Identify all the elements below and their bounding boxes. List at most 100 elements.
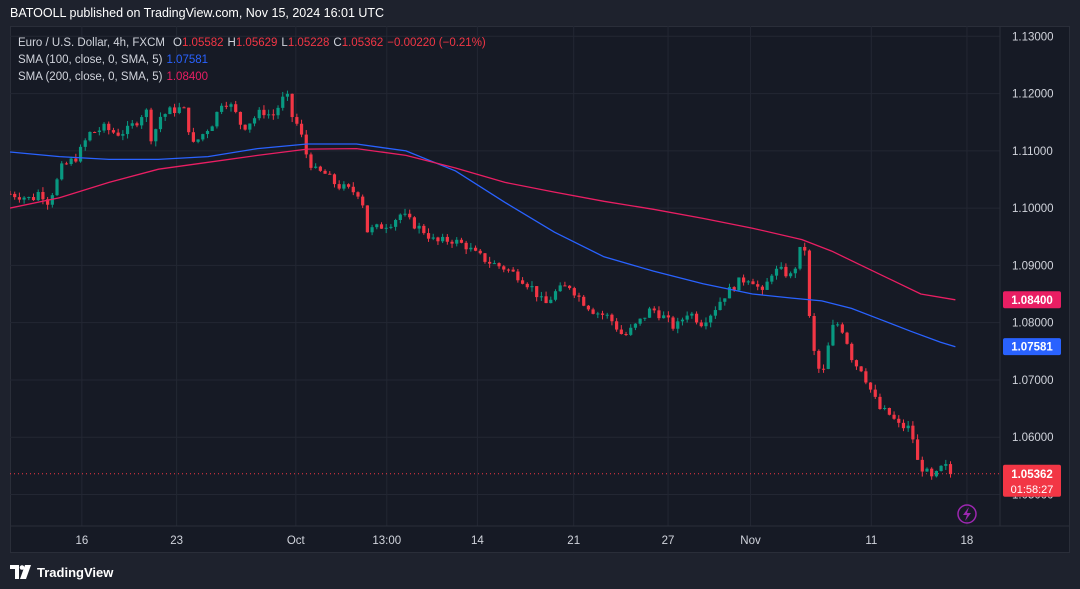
sma100-line (10, 143, 956, 348)
y-tick-label: 1.10000 (1012, 203, 1054, 215)
candle-body (187, 107, 191, 133)
legend-ohlc-row[interactable]: Euro / U.S. Dollar, 4h, FXCM O1.05582 H1… (18, 35, 486, 52)
candle-body (897, 418, 901, 423)
lightning-icon[interactable] (957, 504, 977, 524)
candle-body (502, 266, 506, 270)
candle-body (544, 296, 548, 304)
candle-body (276, 107, 280, 116)
candle-body (426, 233, 431, 239)
price-chart[interactable]: 1.13000 1.12000 1.11000 1.10000 1.09000 1.080… (10, 26, 1070, 553)
candle-body (666, 315, 670, 318)
candle-body (224, 105, 228, 107)
candle-body (624, 334, 628, 336)
candle-body (915, 439, 920, 460)
candle-body (309, 154, 313, 168)
candle-body (817, 350, 821, 369)
candle-body (934, 470, 938, 477)
sma-lines (10, 143, 956, 348)
candle-body (629, 327, 633, 335)
candle-body (271, 114, 275, 116)
legend-sma200-row[interactable]: SMA (200, close, 0, SMA, 5) 1.08400 (18, 69, 486, 86)
candle-body (346, 184, 351, 187)
candle-body (234, 104, 238, 112)
candle-body (770, 275, 774, 282)
candle-body (671, 317, 675, 329)
candle-body (17, 197, 22, 200)
axes: 1.13000 1.12000 1.11000 1.10000 1.09000 1.080… (10, 26, 1070, 547)
candle-body (201, 134, 205, 140)
candle-body (610, 314, 614, 322)
candle-body (154, 129, 158, 142)
chart-panel[interactable] (10, 26, 1070, 553)
candle-body (497, 263, 501, 267)
candle-body (229, 104, 233, 107)
candle-body (746, 281, 750, 283)
candle-body (535, 286, 539, 298)
candle-body (831, 324, 835, 346)
candle-body (643, 317, 647, 319)
candle-body (704, 322, 708, 327)
candle-body (262, 109, 266, 116)
candle-body (149, 109, 153, 142)
candle-body (873, 389, 877, 397)
high-label: H (227, 37, 236, 49)
candle-body (850, 343, 854, 361)
candle-body (737, 277, 741, 291)
candle-body (243, 124, 247, 130)
sma100-value: 1.07581 (166, 54, 209, 66)
candle-body (158, 116, 163, 130)
candles (10, 90, 953, 480)
open-label: O (173, 37, 182, 49)
x-tick-label: 11 (865, 535, 877, 547)
countdown-label: 01:58:27 (1011, 484, 1054, 496)
sma100-label: SMA (100, close, 0, SMA, 5) (18, 54, 163, 66)
candle-body (492, 263, 496, 265)
candle-body (647, 308, 652, 318)
candle-body (408, 213, 412, 218)
candle-body (342, 184, 346, 189)
tradingview-logo-icon (10, 565, 31, 579)
candle-body (97, 130, 101, 133)
candle-body (784, 266, 788, 277)
close-label: C (333, 37, 342, 49)
candle-body (619, 329, 623, 335)
candle-body (911, 425, 915, 440)
candle-body (836, 324, 840, 326)
candle-body (290, 93, 294, 118)
legend-sma100-row[interactable]: SMA (100, close, 0, SMA, 5) 1.07581 (18, 52, 486, 69)
candle-body (252, 118, 257, 124)
candle-body (685, 315, 689, 320)
candle-body (732, 287, 736, 291)
candle-body (281, 96, 285, 108)
candle-body (516, 271, 520, 281)
candle-body (238, 111, 243, 125)
candle-body (887, 407, 891, 415)
candle-body (107, 123, 111, 131)
candle-body (506, 269, 511, 271)
open-value: 1.05582 (181, 37, 224, 49)
candle-body (709, 315, 713, 323)
candle-body (694, 313, 699, 323)
candle-body (389, 226, 393, 228)
candle-body (469, 247, 473, 250)
low-label: L (281, 37, 288, 49)
candle-body (74, 158, 78, 162)
candle-body (78, 146, 83, 162)
candle-body (727, 287, 732, 299)
sma200-tag (1003, 291, 1061, 309)
candle-body (220, 105, 224, 112)
candle-body (859, 366, 863, 372)
candle-body (699, 322, 703, 327)
candle-body (723, 298, 727, 302)
tradingview-footer[interactable]: TradingView (10, 563, 113, 581)
candle-body (793, 268, 797, 274)
candle-body (803, 246, 807, 251)
candle-body (22, 197, 26, 200)
candle-body (257, 109, 261, 119)
candle-body (605, 314, 609, 316)
candle-body (901, 422, 906, 429)
candle-body (365, 205, 369, 233)
x-tick-label: 16 (75, 535, 88, 547)
candle-body (760, 286, 764, 290)
candle-body (36, 192, 40, 201)
